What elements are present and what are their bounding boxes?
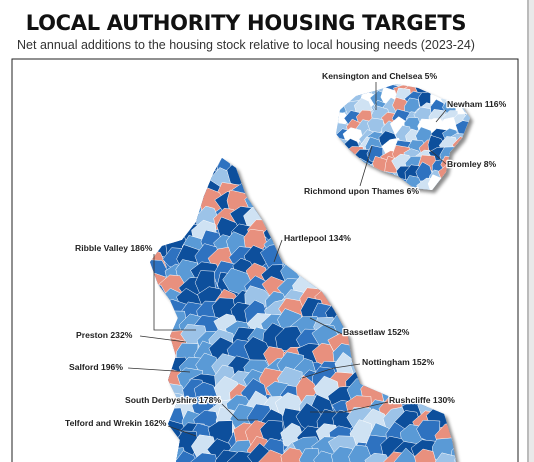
subtitle: Net annual additions to the housing stoc… bbox=[17, 38, 475, 52]
map-frame bbox=[11, 58, 519, 462]
region bbox=[348, 444, 373, 462]
area-label: Salford 196% bbox=[69, 362, 123, 372]
leader-lines bbox=[127, 82, 447, 437]
area-label: Nottingham 152% bbox=[362, 357, 434, 367]
region bbox=[451, 440, 456, 462]
region bbox=[280, 447, 309, 462]
title: LOCAL AUTHORITY HOUSING TARGETS bbox=[26, 11, 466, 35]
labels: Kensington and Chelsea 5% Newham 116% Br… bbox=[64, 70, 508, 430]
region bbox=[364, 452, 394, 462]
region bbox=[454, 448, 456, 462]
region bbox=[432, 452, 456, 462]
area-label: South Derbyshire 178% bbox=[125, 395, 221, 405]
area-label: Telford and Wrekin 162% bbox=[65, 418, 167, 428]
area-label: Bromley 8% bbox=[447, 159, 497, 169]
area-label: Rushcliffe 130% bbox=[389, 395, 455, 405]
area-label: Ribble Valley 186% bbox=[75, 243, 153, 253]
area-label: Bassetlaw 152% bbox=[343, 327, 410, 337]
region bbox=[174, 450, 201, 462]
area-label: Preston 232% bbox=[76, 330, 133, 340]
area-label: Newham 116% bbox=[447, 99, 507, 109]
area-label: Richmond upon Thames 6% bbox=[304, 186, 419, 196]
area-label: Kensington and Chelsea 5% bbox=[322, 71, 437, 81]
area-label: Hartlepool 134% bbox=[284, 233, 351, 243]
